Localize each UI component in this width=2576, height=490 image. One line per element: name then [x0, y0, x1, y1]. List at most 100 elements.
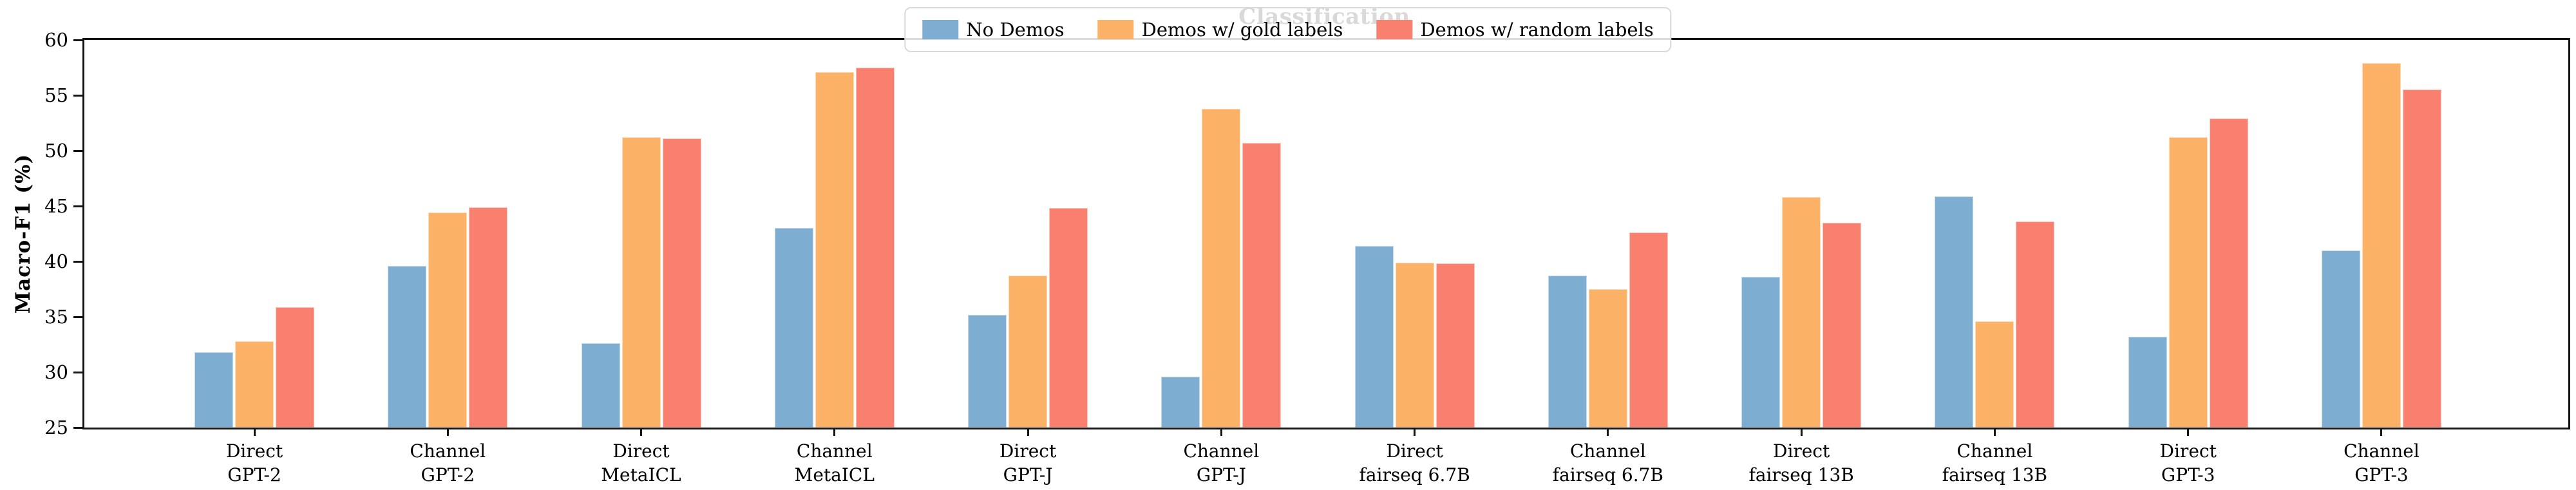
x-tick-label-line1: Channel: [1956, 440, 2033, 462]
bar-no-demos-channel-gpt-2: [388, 265, 427, 428]
legend-swatch-gold-labels: [1097, 20, 1134, 39]
x-tick-label-line2: fairseq 6.7B: [1552, 464, 1663, 485]
y-tick-mark: [73, 205, 82, 207]
x-tick-label: Channel fairseq 13B: [1891, 439, 2098, 487]
bar-no-demos-direct-gpt-j: [968, 314, 1007, 428]
bar-no-demos-direct-fairseq-13b: [1741, 277, 1781, 428]
legend-item-random-labels: Demos w/ random labels: [1376, 19, 1654, 41]
x-tick-label: Channel fairseq 6.7B: [1505, 439, 1711, 487]
legend-swatch-no-demos: [922, 20, 959, 39]
bar-demos-w-random-labels-channel-gpt-2: [469, 207, 508, 428]
bar-demos-w-gold-labels-direct-gpt-3: [2168, 137, 2208, 428]
legend-label-no-demos: No Demos: [966, 19, 1065, 41]
x-tick-label-line2: MetaICL: [601, 464, 681, 485]
x-tick-label-line2: GPT-2: [421, 464, 475, 485]
bar-demos-w-random-labels-channel-gpt-3: [2402, 90, 2441, 428]
bar-demos-w-random-labels-channel-fairseq-13b: [2016, 221, 2055, 428]
x-tick-label-line2: GPT-3: [2161, 464, 2215, 485]
x-tick-mark: [1800, 429, 1803, 436]
x-tick-label-line1: Direct: [612, 440, 670, 462]
bar-no-demos-channel-fairseq-6-7b: [1548, 276, 1587, 428]
x-tick-label-line1: Channel: [2344, 440, 2420, 462]
x-tick-label-line1: Direct: [1386, 440, 1443, 462]
x-tick-label-line1: Channel: [410, 440, 486, 462]
y-tick-label: 50: [44, 140, 68, 162]
x-tick-label: Direct GPT-J: [925, 439, 1131, 487]
x-tick-label: Channel GPT-3: [2278, 439, 2485, 487]
x-tick-label-line2: fairseq 13B: [1942, 464, 2048, 485]
bar-demos-w-random-labels-direct-gpt-j: [1049, 208, 1088, 428]
bar-demos-w-random-labels-direct-gpt-3: [2209, 118, 2248, 428]
x-tick-mark: [1027, 429, 1029, 436]
x-tick-mark: [253, 429, 256, 436]
y-axis-title-text: Macro-F1 (%): [12, 153, 35, 314]
bar-demos-w-gold-labels-direct-fairseq-13b: [1782, 197, 1821, 428]
x-tick-label: Channel GPT-2: [345, 439, 551, 487]
x-tick-label: Direct fairseq 6.7B: [1312, 439, 1518, 487]
bar-no-demos-direct-fairseq-6-7b: [1354, 245, 1394, 428]
y-tick-mark: [73, 426, 82, 429]
x-tick-label: Direct MetaICL: [538, 439, 744, 487]
y-tick-mark: [73, 39, 82, 41]
y-tick-mark: [73, 260, 82, 263]
bar-demos-w-random-labels-direct-gpt-2: [276, 306, 314, 428]
bar-demos-w-gold-labels-direct-gpt-2: [235, 341, 274, 428]
bar-no-demos-direct-gpt-2: [194, 352, 233, 428]
bar-demos-w-random-labels-channel-gpt-j: [1242, 142, 1282, 428]
x-tick-label: Direct fairseq 13B: [1698, 439, 1904, 487]
legend-swatch-random-labels: [1376, 20, 1413, 39]
x-tick-label-line2: fairseq 6.7B: [1359, 464, 1470, 485]
bar-demos-w-random-labels-channel-fairseq-6-7b: [1629, 232, 1668, 428]
x-tick-mark: [2380, 429, 2383, 436]
legend-item-gold-labels: Demos w/ gold labels: [1097, 19, 1343, 41]
y-tick-label: 55: [44, 84, 68, 106]
x-tick-mark: [2187, 429, 2190, 436]
x-tick-label-line1: Direct: [225, 440, 283, 462]
x-tick-label: Direct GPT-3: [2085, 439, 2291, 487]
x-tick-label-line2: GPT-J: [1003, 464, 1053, 485]
y-tick-label: 40: [44, 250, 68, 272]
x-tick-label: Channel GPT-J: [1118, 439, 1324, 487]
bar-demos-w-gold-labels-channel-gpt-2: [428, 212, 468, 428]
x-tick-label-line2: fairseq 13B: [1748, 464, 1854, 485]
x-tick-mark: [1220, 429, 1222, 436]
legend: No Demos Demos w/ gold labels Demos w/ r…: [904, 7, 1672, 52]
x-tick-label-line1: Direct: [2159, 440, 2217, 462]
x-tick-mark: [640, 429, 643, 436]
legend-label-gold-labels: Demos w/ gold labels: [1141, 19, 1343, 41]
x-tick-label-line1: Channel: [1183, 440, 1260, 462]
x-tick-label: Channel MetaICL: [732, 439, 938, 487]
x-tick-mark: [1607, 429, 1609, 436]
x-tick-mark: [1993, 429, 1996, 436]
y-tick-mark: [73, 316, 82, 318]
bar-demos-w-gold-labels-direct-fairseq-6-7b: [1395, 262, 1434, 428]
bar-demos-w-random-labels-direct-fairseq-13b: [1823, 222, 1862, 428]
y-tick-mark: [73, 94, 82, 97]
bar-demos-w-gold-labels-channel-gpt-j: [1202, 108, 1241, 428]
bar-demos-w-gold-labels-channel-fairseq-6-7b: [1588, 289, 1627, 428]
x-tick-mark: [1414, 429, 1416, 436]
y-tick-mark: [73, 371, 82, 373]
x-tick-label-line1: Direct: [1773, 440, 1830, 462]
y-tick-mark: [73, 149, 82, 152]
bar-demos-w-random-labels-direct-fairseq-6-7b: [1435, 263, 1475, 428]
bar-demos-w-random-labels-channel-metaicl: [855, 68, 895, 428]
y-tick-label: 60: [44, 29, 68, 51]
y-tick-label: 45: [44, 195, 68, 217]
bar-no-demos-channel-gpt-j: [1161, 376, 1200, 428]
bar-demos-w-gold-labels-direct-gpt-j: [1009, 276, 1048, 428]
y-tick-label: 35: [44, 306, 68, 328]
x-tick-label-line1: Channel: [1570, 440, 1646, 462]
bar-demos-w-random-labels-direct-metaicl: [662, 138, 701, 428]
bar-no-demos-channel-gpt-3: [2321, 250, 2360, 428]
x-tick-mark: [833, 429, 836, 436]
y-tick-label: 25: [44, 417, 68, 438]
x-tick-label-line1: Direct: [999, 440, 1057, 462]
bar-no-demos-direct-gpt-3: [2128, 336, 2167, 428]
bar-demos-w-gold-labels-direct-metaicl: [621, 137, 661, 428]
x-tick-label-line2: GPT-2: [227, 464, 281, 485]
bar-demos-w-gold-labels-channel-fairseq-13b: [1975, 321, 2014, 428]
bar-no-demos-channel-fairseq-13b: [1935, 196, 1974, 428]
x-tick-mark: [446, 429, 449, 436]
